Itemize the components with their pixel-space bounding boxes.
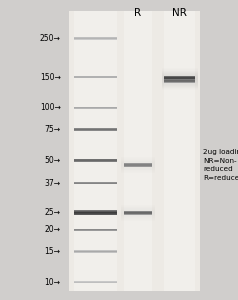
FancyBboxPatch shape (124, 11, 152, 291)
FancyBboxPatch shape (162, 85, 198, 86)
FancyBboxPatch shape (121, 168, 155, 169)
FancyBboxPatch shape (121, 213, 155, 214)
FancyBboxPatch shape (162, 81, 198, 82)
FancyBboxPatch shape (162, 74, 198, 75)
FancyBboxPatch shape (121, 167, 155, 168)
FancyBboxPatch shape (121, 166, 155, 167)
FancyBboxPatch shape (124, 165, 152, 166)
FancyBboxPatch shape (162, 75, 198, 76)
FancyBboxPatch shape (124, 163, 152, 164)
FancyBboxPatch shape (74, 183, 117, 184)
FancyBboxPatch shape (164, 76, 195, 77)
Text: 10→: 10→ (45, 278, 61, 287)
FancyBboxPatch shape (121, 161, 155, 162)
FancyBboxPatch shape (124, 212, 152, 213)
FancyBboxPatch shape (121, 215, 155, 216)
Text: 50→: 50→ (45, 156, 61, 165)
FancyBboxPatch shape (162, 73, 198, 74)
FancyBboxPatch shape (74, 212, 117, 213)
FancyBboxPatch shape (124, 213, 152, 214)
FancyBboxPatch shape (164, 11, 195, 291)
FancyBboxPatch shape (164, 79, 195, 80)
FancyBboxPatch shape (121, 211, 155, 212)
FancyBboxPatch shape (74, 229, 117, 230)
Text: 2ug loading
NR=Non-
reduced
R=reduced: 2ug loading NR=Non- reduced R=reduced (203, 149, 238, 181)
FancyBboxPatch shape (162, 79, 198, 80)
FancyBboxPatch shape (74, 129, 117, 130)
Text: 20→: 20→ (45, 225, 61, 234)
FancyBboxPatch shape (121, 216, 155, 217)
FancyBboxPatch shape (121, 214, 155, 215)
Text: 100→: 100→ (40, 103, 61, 112)
FancyBboxPatch shape (162, 81, 198, 83)
FancyBboxPatch shape (164, 79, 195, 80)
FancyBboxPatch shape (162, 78, 198, 79)
Text: R: R (134, 8, 142, 17)
Text: NR: NR (172, 8, 187, 17)
Text: 15→: 15→ (45, 247, 61, 256)
FancyBboxPatch shape (162, 82, 198, 83)
FancyBboxPatch shape (162, 77, 198, 78)
FancyBboxPatch shape (121, 160, 155, 161)
FancyBboxPatch shape (74, 182, 117, 183)
FancyBboxPatch shape (74, 250, 117, 251)
FancyBboxPatch shape (124, 211, 152, 212)
FancyBboxPatch shape (164, 78, 195, 79)
FancyBboxPatch shape (164, 77, 195, 78)
FancyBboxPatch shape (164, 80, 195, 81)
FancyBboxPatch shape (162, 80, 198, 81)
Text: 250→: 250→ (40, 34, 61, 43)
Text: 25→: 25→ (45, 208, 61, 217)
FancyBboxPatch shape (74, 38, 117, 39)
FancyBboxPatch shape (74, 130, 117, 131)
FancyBboxPatch shape (162, 84, 198, 85)
FancyBboxPatch shape (162, 75, 198, 76)
FancyBboxPatch shape (121, 169, 155, 170)
FancyBboxPatch shape (74, 210, 117, 211)
FancyBboxPatch shape (74, 39, 117, 40)
FancyBboxPatch shape (69, 11, 200, 291)
FancyBboxPatch shape (74, 283, 117, 284)
FancyBboxPatch shape (121, 212, 155, 213)
FancyBboxPatch shape (162, 82, 198, 83)
FancyBboxPatch shape (162, 77, 198, 79)
FancyBboxPatch shape (124, 214, 152, 215)
FancyBboxPatch shape (74, 214, 117, 215)
FancyBboxPatch shape (74, 160, 117, 161)
FancyBboxPatch shape (74, 11, 117, 291)
Text: 37→: 37→ (45, 178, 61, 188)
FancyBboxPatch shape (162, 76, 198, 77)
FancyBboxPatch shape (121, 165, 155, 166)
FancyBboxPatch shape (124, 164, 152, 165)
Text: 150→: 150→ (40, 73, 61, 82)
FancyBboxPatch shape (162, 79, 198, 80)
FancyBboxPatch shape (162, 83, 198, 84)
FancyBboxPatch shape (74, 213, 117, 214)
FancyBboxPatch shape (124, 166, 152, 167)
FancyBboxPatch shape (74, 251, 117, 252)
FancyBboxPatch shape (74, 230, 117, 231)
FancyBboxPatch shape (121, 163, 155, 164)
FancyBboxPatch shape (164, 82, 195, 83)
FancyBboxPatch shape (74, 282, 117, 283)
FancyBboxPatch shape (74, 281, 117, 282)
FancyBboxPatch shape (121, 162, 155, 163)
FancyBboxPatch shape (74, 37, 117, 38)
FancyBboxPatch shape (121, 209, 155, 210)
Text: 75→: 75→ (45, 125, 61, 134)
FancyBboxPatch shape (74, 161, 117, 162)
FancyBboxPatch shape (74, 106, 117, 107)
FancyBboxPatch shape (162, 80, 198, 81)
FancyBboxPatch shape (74, 159, 117, 160)
FancyBboxPatch shape (121, 164, 155, 165)
FancyBboxPatch shape (164, 81, 195, 82)
FancyBboxPatch shape (121, 208, 155, 209)
FancyBboxPatch shape (74, 252, 117, 253)
FancyBboxPatch shape (121, 210, 155, 211)
FancyBboxPatch shape (74, 128, 117, 129)
FancyBboxPatch shape (162, 76, 198, 77)
